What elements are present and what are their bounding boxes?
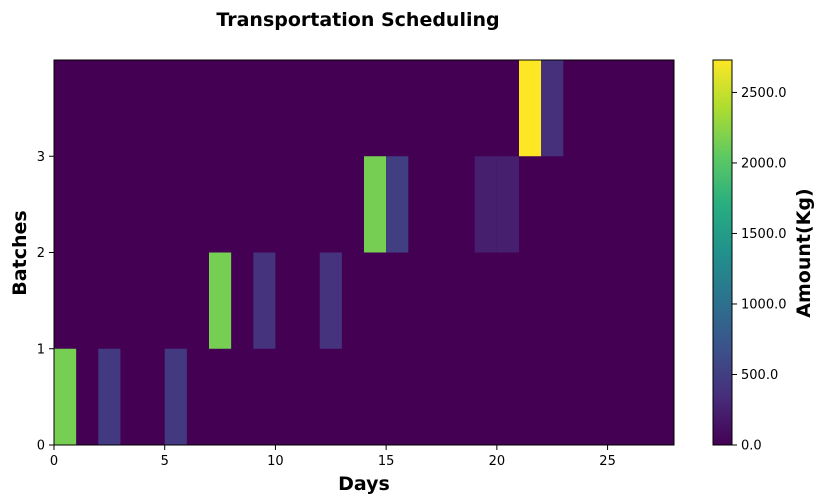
x-tick-label: 25 [599,454,616,469]
heatmap-cell [519,60,542,157]
colorbar-tick-label: 0.0 [741,439,762,454]
heatmap-cell [253,252,276,349]
heatmap-cell [364,156,387,253]
colorbar-tick-label: 2000.0 [741,156,787,171]
x-axis-label: Days [338,473,390,495]
y-tick-label: 2 [37,246,45,261]
colorbar-tick-label: 1500.0 [741,227,787,242]
y-tick-label: 0 [37,439,45,454]
colorbar-axis: 0.0 500.0 1000.0 1500.0 2000.0 2500.0 [732,86,787,454]
heatmap-cell [209,252,232,349]
x-tick-label: 10 [267,454,284,469]
heatmap-cell [386,156,409,253]
colorbar [712,59,733,446]
x-tick-label: 5 [161,454,169,469]
x-tick-label: 0 [50,454,58,469]
heatmap-cell [164,348,187,445]
heatmap-cell [541,60,564,157]
heatmap-cell [54,348,77,445]
colorbar-label: Amount(Kg) [793,188,815,317]
y-axis-label: Batches [9,210,31,295]
heatmap-cell [98,348,121,445]
chart-title: Transportation Scheduling [216,9,499,31]
y-tick-label: 1 [37,342,45,357]
x-tick-label: 15 [378,454,395,469]
colorbar-tick-label: 500.0 [741,368,778,383]
heatmap-cell [474,156,497,253]
heatmap-cell [496,156,519,253]
x-tick-label: 20 [489,454,506,469]
y-axis: 0 1 2 3 [37,150,54,454]
plot-area [54,60,674,445]
y-tick-label: 3 [37,150,45,165]
colorbar-tick-label: 2500.0 [741,86,787,101]
heatmap-cell [319,252,342,349]
colorbar-tick-label: 1000.0 [741,297,787,312]
x-axis: 0 5 10 15 20 25 [50,445,616,469]
